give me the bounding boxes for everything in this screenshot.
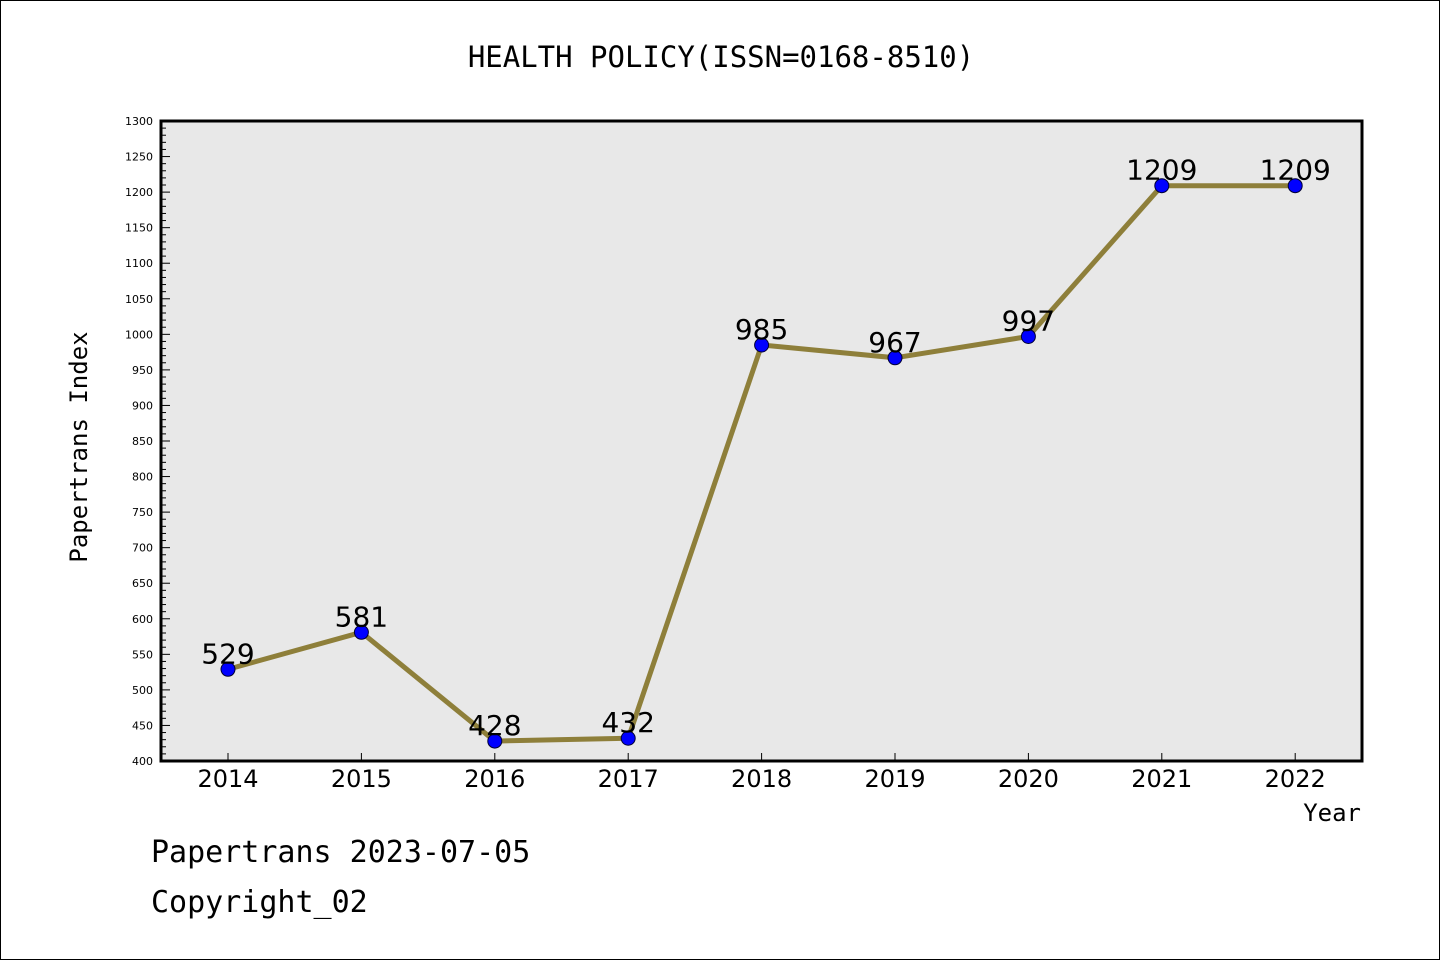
data-label: 529 [201,637,254,670]
footer-copyright-text: Copyright_02 [151,885,368,920]
y-axis: 400 450 500 550 600 650 700 750 800 850 900 950 1000… [125,115,170,768]
y-tick-label: 550 [132,648,153,661]
y-tick-label: 750 [132,506,153,519]
x-tick-label: 2015 [331,765,392,793]
y-tick-label: 450 [132,719,153,732]
data-point [487,733,503,749]
y-tick-label: 1100 [125,257,153,270]
y-tick-label: 1050 [125,293,153,306]
data-label: 1209 [1260,154,1331,187]
y-tick-label: 1000 [125,328,153,341]
plot-area [159,119,1364,763]
footer-date-text: Papertrans 2023-07-05 [151,835,531,870]
data-point [1287,178,1303,194]
x-axis-label: Year [1303,799,1361,827]
data-label: 428 [468,709,521,742]
x-tick-label: 2014 [197,765,258,793]
x-tick-label: 2019 [864,765,925,793]
x-tick-label: 2021 [1131,765,1192,793]
x-tick-label: 2016 [464,765,525,793]
x-tick-label: 2017 [598,765,659,793]
x-tick-label: 2018 [731,765,792,793]
data-label: 985 [735,313,788,346]
y-tick-label: 400 [132,755,153,768]
data-point [620,730,636,746]
y-tick-label: 650 [132,577,153,590]
y-tick-label: 1200 [125,186,153,199]
data-label: 967 [868,326,921,359]
data-point [353,624,369,640]
data-label: 581 [335,600,388,633]
chart-title: HEALTH POLICY(ISSN=0168-8510) [468,40,974,74]
y-tick-label: 850 [132,435,153,448]
y-tick-label: 1300 [125,115,153,128]
y-tick-label: 1250 [125,151,153,164]
y-tick-label: 700 [132,542,153,555]
data-label: 432 [601,706,654,739]
data-label: 997 [1002,304,1055,337]
x-axis: 2014 2015 2016 2017 2018 2019 2020 2021 2022 [197,753,1326,793]
x-tick-label: 2020 [998,765,1059,793]
y-tick-label: 800 [132,471,153,484]
y-tick-label: 950 [132,364,153,377]
y-tick-label: 1150 [125,222,153,235]
y-tick-label: 500 [132,684,153,697]
y-axis-label: Papertrans Index [65,331,93,562]
y-tick-label: 600 [132,613,153,626]
data-point [220,661,236,677]
y-tick-label: 900 [132,399,153,412]
data-point [1020,328,1036,344]
data-labels-group: 529 581 428 432 985 967 997 1209 1209 [201,154,1331,742]
x-tick-label: 2022 [1265,765,1326,793]
series-line-group [220,178,1303,749]
data-point [754,337,770,353]
data-point [887,350,903,366]
data-point [1154,178,1170,194]
data-label: 1209 [1126,154,1197,187]
